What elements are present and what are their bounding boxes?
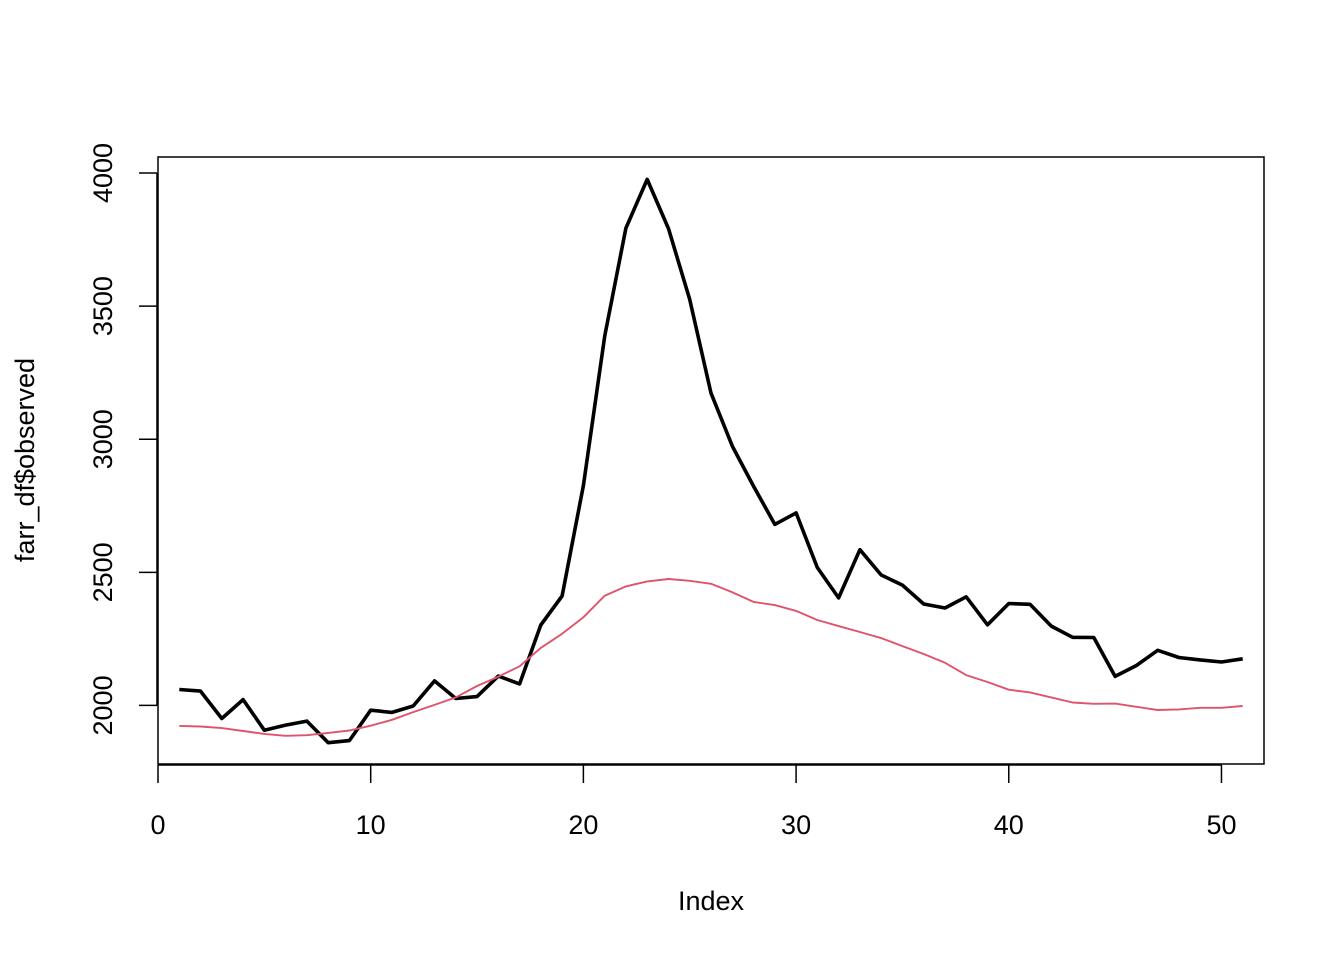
x-tick-label: 0 (150, 810, 165, 840)
y-tick-label: 4000 (88, 143, 118, 203)
x-axis-label: Index (678, 886, 745, 916)
x-tick-label: 10 (356, 810, 386, 840)
x-tick-label: 40 (994, 810, 1024, 840)
x-tick-label: 30 (781, 810, 811, 840)
y-axis: 2000 2500 3000 3500 4000 (88, 143, 158, 735)
series-line-1 (179, 177, 1243, 745)
y-tick-label: 2500 (88, 542, 118, 602)
y-axis-label: farr_df$observed (10, 358, 40, 562)
x-axis: 0 10 20 30 40 50 (150, 764, 1236, 840)
y-tick-label: 2000 (88, 675, 118, 735)
x-tick-label: 20 (568, 810, 598, 840)
x-tick-label: 50 (1206, 810, 1236, 840)
series-layer (179, 177, 1243, 745)
y-tick-label: 3000 (88, 409, 118, 469)
series-line-2 (179, 578, 1243, 737)
y-tick-label: 3500 (88, 276, 118, 336)
plot-box (157, 156, 1265, 765)
